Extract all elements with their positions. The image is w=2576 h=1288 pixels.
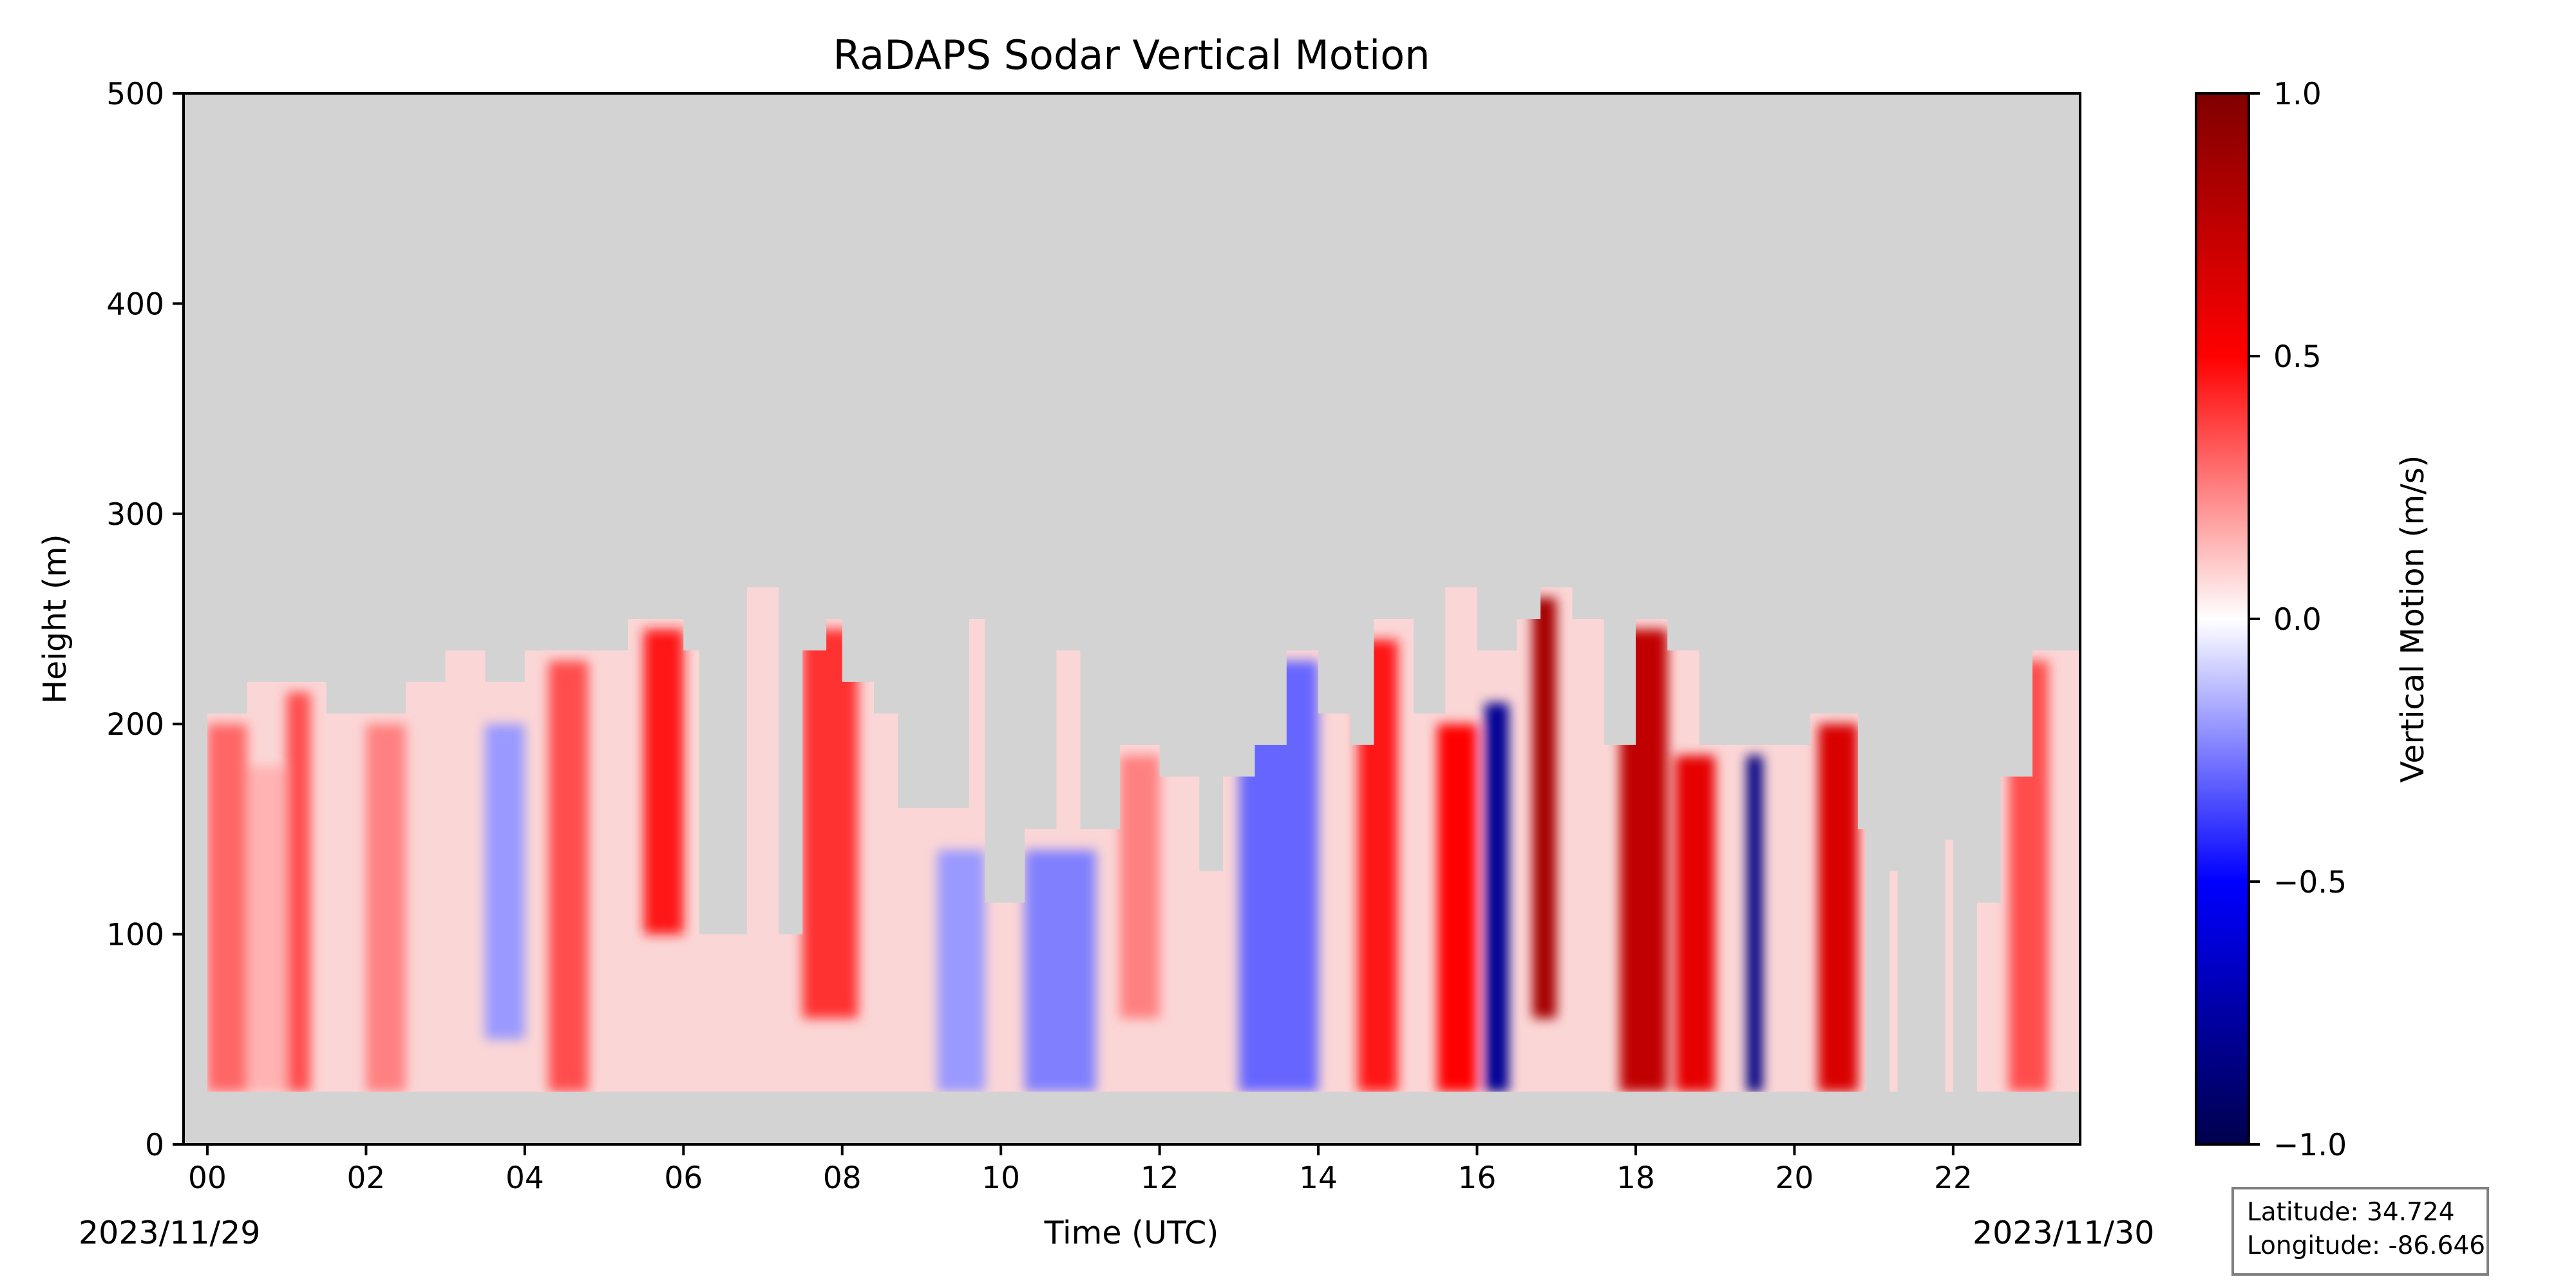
colorbar-tick-label: 1.0 (2273, 77, 2322, 112)
motion-feature-1 (247, 766, 287, 1092)
motion-feature-18 (1747, 755, 1763, 1092)
x-tick-label: 12 (1141, 1160, 1179, 1196)
y-tick-label: 400 (106, 287, 164, 322)
colorbar-tick-label: 0.0 (2273, 602, 2322, 638)
motion-feature-13 (1437, 724, 1477, 1092)
x-tick-label: 02 (347, 1160, 386, 1196)
x-tick-label: 14 (1299, 1160, 1338, 1196)
x-axis-label: Time (UTC) (1044, 1215, 1219, 1251)
x-tick-label: 10 (981, 1160, 1020, 1196)
x-tick-label: 04 (506, 1160, 544, 1196)
y-axis-label: Height (m) (37, 534, 73, 704)
colorbar-tick-label: 0.5 (2273, 339, 2322, 375)
motion-feature-5 (548, 661, 589, 1092)
y-tick-label: 200 (106, 707, 164, 743)
y-tick-label: 500 (106, 77, 164, 112)
motion-feature-4 (485, 724, 525, 1039)
x-tick-label: 00 (188, 1160, 227, 1196)
motion-feature-2 (287, 692, 311, 1092)
x-axis: 00 02 04 06 08 10 12 14 16 18 20 22 (188, 1144, 1973, 1196)
y-tick-label: 0 (145, 1128, 164, 1163)
end-date-label: 2023/11/30 (1973, 1215, 2154, 1251)
x-tick-label: 22 (1934, 1160, 1973, 1196)
y-tick-label: 100 (106, 918, 164, 953)
motion-feature-17 (1675, 755, 1716, 1092)
motion-feature-6 (643, 629, 684, 934)
motion-feature-7 (802, 629, 858, 1019)
motion-feature-14 (1484, 703, 1509, 1092)
colorbar-label: Vertical Motion (m/s) (2394, 455, 2431, 783)
latitude-text: Latitude: 34.724 (2247, 1198, 2455, 1227)
colorbar-tick-label: −0.5 (2273, 865, 2347, 900)
x-tick-label: 18 (1616, 1160, 1655, 1196)
plot-frame (182, 92, 2081, 1146)
y-axis: 0 100 200 300 400 500 (106, 77, 184, 1163)
colorbar-ticks: 1.0 0.5 0.0 −0.5 −1.0 (2249, 77, 2347, 1163)
colorbar (2195, 92, 2250, 1146)
motion-feature-3 (366, 724, 406, 1092)
motion-feature-8 (937, 850, 985, 1092)
start-date-label: 2023/11/29 (79, 1215, 260, 1251)
chart-title: RaDAPS Sodar Vertical Motion (833, 32, 1430, 79)
x-tick-label: 06 (664, 1160, 703, 1196)
colorbar-tick-label: −1.0 (2273, 1128, 2347, 1163)
y-tick-label: 300 (106, 497, 164, 533)
x-tick-label: 08 (823, 1160, 862, 1196)
x-tick-label: 20 (1775, 1160, 1814, 1196)
motion-feature-10 (1120, 755, 1160, 1019)
motion-feature-9 (1025, 850, 1097, 1092)
longitude-text: Longitude: -86.646 (2247, 1231, 2486, 1260)
x-tick-label: 16 (1458, 1160, 1497, 1196)
motion-feature-19 (1818, 724, 1858, 1092)
motion-feature-15 (1532, 598, 1557, 1019)
motion-feature-0 (207, 724, 247, 1092)
location-box: Latitude: 34.724 Longitude: -86.646 (2231, 1187, 2489, 1276)
